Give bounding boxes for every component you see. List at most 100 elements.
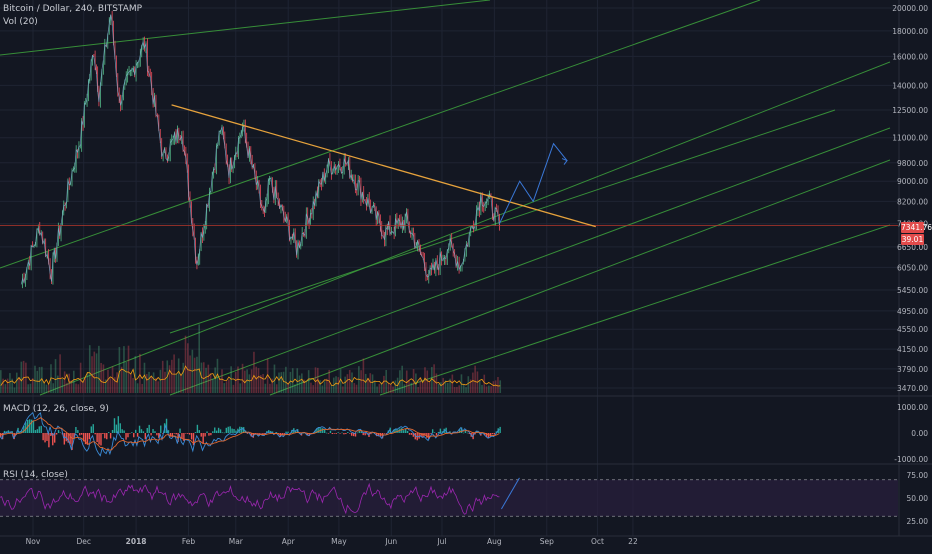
- macd-histogram-bar: [223, 432, 226, 434]
- volume-pane: [0, 324, 502, 393]
- volume-bar: [86, 371, 89, 393]
- volume-bar: [371, 374, 374, 393]
- volume-bar: [433, 364, 435, 393]
- macd-histogram-bar: [279, 433, 282, 437]
- macd-histogram-bar: [493, 433, 496, 435]
- macd-histogram-bar: [142, 431, 145, 433]
- volume-bar: [104, 379, 107, 393]
- volume-legend[interactable]: Vol (20): [3, 17, 38, 27]
- volume-bar: [488, 385, 490, 393]
- volume-bar: [171, 359, 173, 393]
- macd-histogram-bar: [188, 433, 191, 435]
- macd-histogram-bar: [125, 433, 127, 440]
- volume-bar: [0, 370, 2, 393]
- volume-bar: [364, 373, 367, 393]
- macd-histogram-bar: [98, 433, 100, 445]
- volume-bar: [330, 384, 333, 393]
- macd-histogram-bar: [73, 433, 75, 439]
- volume-bar: [453, 387, 456, 393]
- channel-line: [0, 0, 491, 56]
- volume-bar: [228, 379, 230, 393]
- symbol-legend[interactable]: Bitcoin / Dollar, 240, BITSTAMP: [3, 4, 143, 14]
- macd-histogram-bar: [383, 433, 386, 434]
- volume-bar: [474, 365, 476, 393]
- macd-histogram-bar: [347, 432, 349, 433]
- volume-bar: [275, 384, 278, 393]
- volume-bar: [289, 371, 292, 393]
- macd-histogram-bar: [337, 432, 339, 433]
- macd-histogram-bar: [368, 433, 370, 437]
- rsi-line: [0, 482, 500, 515]
- macd-histogram-bar: [495, 431, 497, 433]
- time-tick-label: Jun: [384, 537, 397, 546]
- volume-bar: [250, 369, 253, 393]
- macd-histogram-bar: [152, 429, 154, 433]
- macd-legend[interactable]: MACD (12, 26, close, 9): [3, 404, 109, 414]
- macd-histogram-bar: [144, 433, 147, 440]
- price-tick-label: 4950.00: [897, 307, 928, 316]
- volume-bar: [234, 372, 237, 393]
- volume-bar: [490, 386, 492, 393]
- time-tick-label: Oct: [591, 537, 604, 546]
- volume-bar: [244, 370, 246, 393]
- macd-histogram-bar: [123, 430, 125, 433]
- rsi-legend[interactable]: RSI (14, close): [3, 470, 68, 480]
- volume-bar: [63, 371, 66, 393]
- macd-histogram-bar: [271, 431, 274, 433]
- macd-histogram-bar: [30, 419, 33, 433]
- macd-histogram-bar: [406, 430, 409, 433]
- channel-line: [39, 61, 891, 396]
- volume-bar: [499, 380, 502, 393]
- macd-histogram-bar: [385, 433, 388, 434]
- volume-bar: [136, 383, 139, 393]
- macd-histogram-bar: [217, 427, 220, 433]
- macd-histogram-bar: [327, 433, 330, 434]
- macd-histogram-bar: [468, 433, 470, 434]
- macd-histogram-bar: [460, 427, 463, 433]
- price-line: [20, 14, 500, 285]
- macd-histogram-bar: [156, 433, 158, 436]
- macd-histogram-bar: [96, 433, 98, 443]
- macd-histogram-bar: [325, 432, 328, 434]
- macd-histogram-bar: [376, 433, 378, 437]
- macd-histogram-bar: [352, 433, 355, 437]
- macd-histogram-bar: [403, 430, 405, 433]
- macd-histogram-bar: [0, 433, 2, 438]
- macd-histogram-bar: [63, 433, 66, 445]
- volume-bar: [307, 370, 310, 393]
- price-tick-label: 9000.00: [897, 177, 928, 186]
- volume-bar: [383, 375, 385, 393]
- macd-histogram-bar: [462, 432, 465, 434]
- volume-bar: [360, 370, 362, 393]
- macd-histogram-bar: [161, 433, 164, 434]
- price-tick-label: 16000.00: [892, 52, 928, 61]
- volume-bar: [259, 375, 262, 393]
- volume-bar: [458, 385, 460, 393]
- volume-bar: [118, 347, 121, 393]
- volume-bar: [239, 383, 242, 393]
- volume-bar: [310, 382, 312, 393]
- volume-bar: [68, 373, 71, 393]
- volume-bar: [152, 372, 155, 393]
- volume-value-tag: 39.01: [901, 234, 924, 245]
- volume-bar: [446, 382, 449, 393]
- last-price-tag: 7341.76: [901, 222, 932, 233]
- volume-bar: [157, 381, 159, 393]
- macd-histogram-bar: [418, 433, 420, 439]
- macd-pane: [0, 411, 501, 457]
- volume-bar: [362, 358, 365, 393]
- volume-bar: [492, 381, 495, 393]
- macd-tick-label: 1000.00: [897, 403, 928, 412]
- macd-histogram-bar: [200, 433, 202, 437]
- volume-bar: [378, 383, 381, 393]
- macd-histogram-bar: [138, 425, 141, 433]
- macd-histogram-bar: [53, 433, 56, 443]
- volume-bar: [150, 376, 153, 393]
- volume-bar: [155, 378, 157, 393]
- volume-bar: [182, 362, 185, 393]
- volume-bar: [196, 356, 198, 393]
- volume-bar: [159, 369, 162, 393]
- macd-histogram-bar: [287, 431, 289, 433]
